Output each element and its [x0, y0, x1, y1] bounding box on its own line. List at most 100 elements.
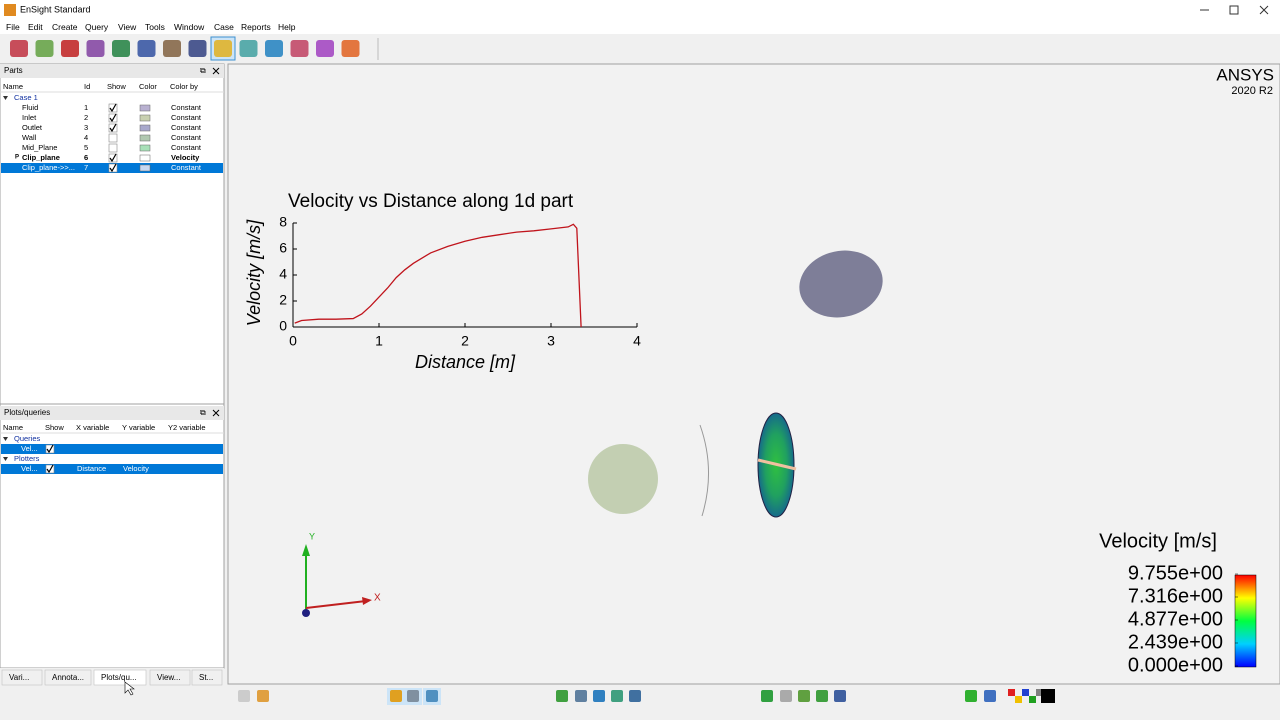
maximize-button[interactable]: [1229, 5, 1239, 15]
color-button[interactable]: [1036, 689, 1043, 696]
tool-button[interactable]: [984, 690, 996, 702]
tool-button[interactable]: [834, 690, 846, 702]
expand-arrow[interactable]: [3, 437, 8, 441]
wall-part[interactable]: [699, 424, 709, 517]
color-button[interactable]: [1008, 689, 1015, 696]
expand-arrow[interactable]: [3, 457, 8, 461]
tool-button[interactable]: [257, 690, 269, 702]
part-name[interactable]: Clip_plane->>...: [22, 163, 75, 172]
tab[interactable]: [191, 669, 223, 686]
color-by[interactable]: Constant: [171, 103, 202, 112]
menu-item[interactable]: Help: [278, 22, 296, 32]
tab[interactable]: [1, 669, 43, 686]
outlet-part[interactable]: [793, 243, 889, 325]
tool-button[interactable]: [265, 40, 283, 57]
tool-button[interactable]: [390, 690, 402, 702]
plot-name[interactable]: Vel...: [21, 464, 38, 473]
tool-button[interactable]: [407, 690, 419, 702]
float-button[interactable]: ⧉: [200, 66, 206, 75]
inlet-part[interactable]: [588, 444, 658, 514]
tool-button[interactable]: [10, 40, 28, 57]
tab-label[interactable]: Plots/qu...: [101, 673, 137, 682]
tool-button[interactable]: [798, 690, 810, 702]
tool-button[interactable]: [556, 690, 568, 702]
show-checkbox[interactable]: [108, 153, 118, 163]
column-header[interactable]: Y variable: [122, 423, 155, 432]
menu-item[interactable]: Window: [174, 22, 205, 32]
tab[interactable]: [44, 669, 92, 686]
tool-button[interactable]: [575, 690, 587, 702]
x-variable[interactable]: Distance: [77, 464, 106, 473]
tool-button[interactable]: [214, 40, 232, 57]
color-swatch[interactable]: [139, 144, 151, 152]
show-checkbox[interactable]: [45, 444, 55, 454]
column-header[interactable]: Y2 variable: [168, 423, 206, 432]
color-by[interactable]: Constant: [171, 113, 202, 122]
show-checkbox[interactable]: [108, 143, 118, 153]
show-checkbox[interactable]: [108, 123, 118, 133]
tool-button[interactable]: [593, 690, 605, 702]
float-button[interactable]: ⧉: [200, 408, 206, 417]
expand-arrow[interactable]: [3, 96, 8, 100]
color-button[interactable]: [1029, 696, 1036, 703]
color-by[interactable]: Constant: [171, 143, 202, 152]
menu-item[interactable]: Case: [214, 22, 234, 32]
color-button[interactable]: [1022, 689, 1029, 696]
tool-button[interactable]: [965, 690, 977, 702]
group-row[interactable]: Queries: [14, 434, 41, 443]
viewport[interactable]: [227, 63, 1280, 685]
color-swatch[interactable]: [139, 114, 151, 122]
tool-button[interactable]: [239, 40, 258, 57]
column-header[interactable]: Show: [107, 82, 126, 91]
show-checkbox[interactable]: [108, 103, 118, 113]
column-header[interactable]: Name: [3, 423, 23, 432]
column-header[interactable]: Name: [3, 82, 23, 91]
menu-item[interactable]: Reports: [241, 22, 271, 32]
part-name[interactable]: Outlet: [22, 123, 43, 132]
tool-button[interactable]: [761, 690, 773, 702]
color-swatch[interactable]: [139, 154, 151, 162]
color-by[interactable]: Constant: [171, 123, 202, 132]
color-swatch[interactable]: [139, 164, 151, 172]
color-swatch[interactable]: [139, 124, 151, 132]
tool-button[interactable]: [86, 40, 105, 57]
color-by[interactable]: Constant: [171, 133, 202, 142]
tool-button[interactable]: [611, 690, 623, 702]
column-header[interactable]: X variable: [76, 423, 109, 432]
tool-button[interactable]: [316, 40, 334, 57]
tab[interactable]: [93, 669, 147, 686]
color-button[interactable]: [1041, 689, 1055, 703]
column-header[interactable]: Color: [139, 82, 157, 91]
tab-label[interactable]: Vari...: [9, 673, 29, 682]
show-checkbox[interactable]: [108, 163, 118, 173]
case-row[interactable]: Case 1: [14, 93, 38, 102]
column-header[interactable]: Id: [84, 82, 90, 91]
tab[interactable]: [149, 669, 191, 686]
close-button[interactable]: [1259, 5, 1269, 15]
show-checkbox[interactable]: [45, 464, 55, 474]
tool-button[interactable]: [426, 690, 438, 702]
tab-label[interactable]: Annota...: [52, 673, 84, 682]
tool-button[interactable]: [816, 690, 828, 702]
color-swatch[interactable]: [139, 104, 151, 112]
menu-item[interactable]: File: [6, 22, 20, 32]
color-button[interactable]: [1015, 696, 1022, 703]
tool-button[interactable]: [61, 40, 79, 57]
tool-button[interactable]: [780, 690, 792, 702]
tool-button[interactable]: [629, 690, 641, 702]
menu-item[interactable]: View: [118, 22, 137, 32]
close-panel[interactable]: [212, 409, 220, 417]
group-row[interactable]: Plotters: [14, 454, 40, 463]
tool-button[interactable]: [238, 690, 250, 702]
close-panel[interactable]: [212, 67, 220, 75]
color-by[interactable]: Velocity: [171, 153, 200, 162]
y-variable[interactable]: Velocity: [123, 464, 149, 473]
menu-item[interactable]: Query: [85, 22, 109, 32]
part-name[interactable]: Wall: [22, 133, 37, 142]
tool-button[interactable]: [290, 40, 309, 57]
tool-button[interactable]: [341, 40, 360, 57]
part-name[interactable]: Clip_plane: [22, 153, 60, 162]
part-name[interactable]: Inlet: [22, 113, 37, 122]
menu-item[interactable]: Edit: [28, 22, 43, 32]
color-swatch[interactable]: [139, 134, 151, 142]
